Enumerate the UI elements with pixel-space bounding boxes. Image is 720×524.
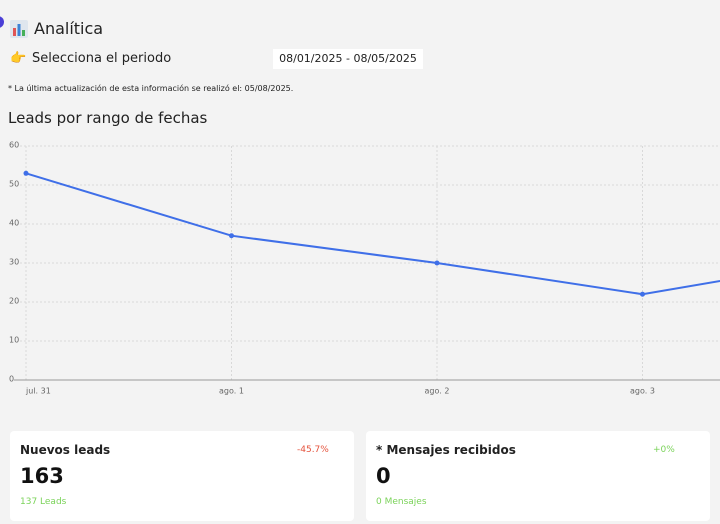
x-tick-label: ago. 3	[630, 387, 655, 396]
card-change: -45.7%	[297, 445, 329, 455]
card-value: 163	[20, 464, 64, 488]
line	[25, 172, 720, 296]
y-tick-label: 60	[9, 141, 19, 150]
card-change: +0%	[653, 445, 675, 455]
chart: 0 10 20 30 40 50 60 jul. 31 ago. 1 ago. 2 ago. 3	[9, 141, 720, 396]
card-title: * Mensajes recibidos	[376, 443, 516, 457]
y-tick-label: 30	[9, 258, 19, 267]
point	[434, 260, 440, 266]
card-value: 0	[376, 464, 391, 488]
card-sub: 137 Leads	[20, 497, 67, 507]
y-tick-label: 10	[9, 336, 19, 345]
y-tick-label: 0	[9, 375, 14, 384]
date-range-input[interactable]: 08/01/2025 - 08/05/2025	[273, 49, 423, 69]
y-tick-label: 40	[9, 219, 19, 228]
stat-card: * Mensajes recibidos +0% 0 0 Mensajes	[366, 431, 710, 521]
x-tick-label: ago. 2	[425, 387, 450, 396]
point	[229, 233, 234, 239]
card-title: Nuevos leads	[20, 443, 111, 457]
y-tick-label: 50	[9, 180, 19, 189]
y-tick-label: 20	[9, 297, 19, 306]
avatar-dot	[0, 16, 4, 28]
card-sub: 0 Mensajes	[376, 497, 427, 507]
point	[640, 291, 645, 297]
point	[23, 170, 29, 176]
period-label: Selecciona el periodo	[32, 51, 172, 66]
x-tick-label: ago. 1	[219, 387, 244, 396]
chart-icon	[10, 20, 28, 38]
period-icon: 👉	[10, 51, 27, 66]
stat-card: Nuevos leads -45.7% 163 137 Leads	[10, 431, 354, 521]
x-tick-label: jul. 31	[25, 387, 51, 396]
page-title: Analítica	[34, 19, 104, 38]
chart-title: Leads por rango de fechas	[8, 109, 208, 127]
update-note: * La última actualización de esta inform…	[8, 84, 294, 93]
